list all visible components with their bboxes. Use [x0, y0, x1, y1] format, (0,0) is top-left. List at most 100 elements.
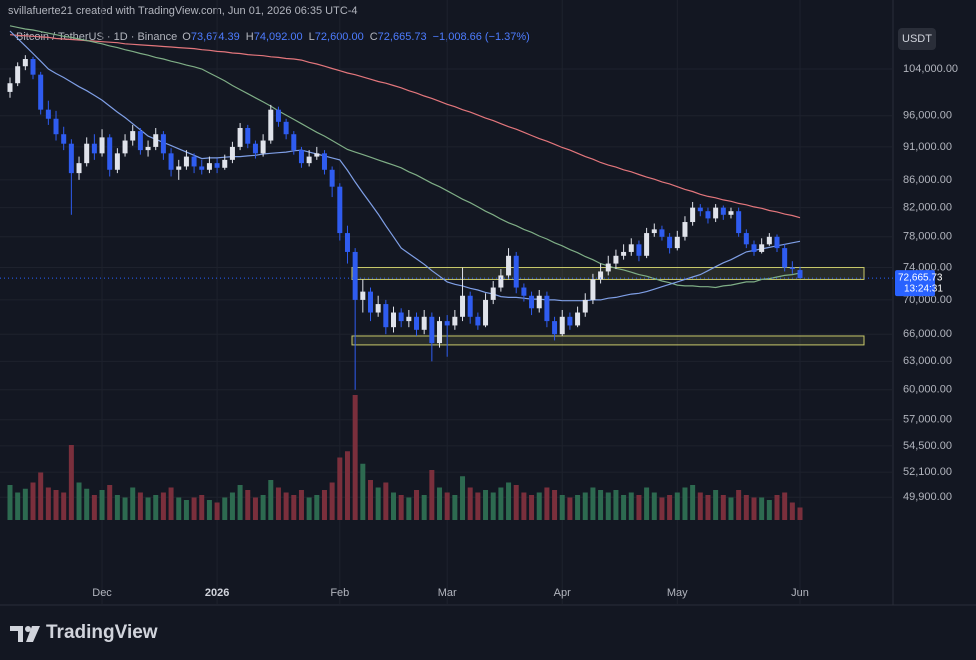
candle-body: [38, 74, 44, 110]
change: −1,008.66 (−1.37%): [432, 31, 530, 43]
x-tick-label: Feb: [330, 587, 349, 599]
y-tick-label: 52,100.00: [903, 466, 952, 478]
moving-average: [9, 34, 801, 219]
volume-bar: [398, 495, 404, 520]
candle-body: [521, 287, 527, 296]
volume-bar: [605, 492, 611, 520]
volume-bar: [552, 490, 558, 520]
volume-bar: [291, 495, 297, 520]
candle-body: [160, 134, 166, 154]
volume-bar: [352, 395, 358, 520]
volume-bar: [421, 495, 427, 520]
volume-bar: [529, 495, 535, 520]
currency-badge[interactable]: USDT: [898, 28, 936, 50]
volume-bar: [736, 490, 742, 520]
ohlc-value: 74,092.00: [253, 31, 303, 43]
volume-bar: [15, 492, 21, 520]
candle-body: [406, 316, 412, 322]
candle-body: [61, 134, 67, 144]
candle-body: [728, 211, 734, 215]
candle-body: [367, 291, 373, 313]
candle-body: [613, 255, 619, 264]
volume-bar: [774, 495, 780, 520]
y-tick-label: 78,000.00: [903, 231, 952, 243]
candle-body: [291, 134, 297, 151]
volume-bar: [329, 482, 335, 520]
volume-bar: [68, 445, 74, 520]
candle-body: [743, 233, 749, 245]
candle-body: [15, 66, 21, 84]
candle-body: [283, 121, 289, 135]
y-tick-label: 91,000.00: [903, 141, 952, 153]
brand-logo: [10, 626, 40, 642]
candle-body: [30, 59, 36, 75]
candle-body: [22, 59, 28, 67]
volume-bar: [7, 485, 13, 520]
candle-body: [45, 109, 51, 119]
candle-body: [168, 153, 174, 170]
x-tick-label: 2026: [205, 587, 229, 599]
volume-bar: [122, 497, 128, 520]
volume-bar: [214, 502, 220, 520]
candle-body: [759, 244, 765, 252]
candle-body: [628, 244, 634, 252]
volume-bar: [544, 487, 550, 520]
candle-body: [690, 207, 696, 223]
volume-bar: [344, 451, 350, 520]
volume-bar: [575, 495, 581, 520]
candle-body: [53, 118, 59, 135]
volume-bar: [360, 463, 366, 520]
volume-bar: [697, 492, 703, 520]
volume-bar: [414, 490, 420, 520]
candle-body: [736, 211, 742, 234]
volume-bar: [682, 487, 688, 520]
volume-bar: [176, 497, 182, 520]
candle-body: [506, 255, 512, 276]
volume-bar: [797, 507, 803, 520]
candle-body: [145, 146, 151, 151]
candle-body: [452, 316, 458, 326]
candle-body: [421, 316, 427, 330]
volume-bar: [160, 492, 166, 520]
candle-body: [598, 271, 604, 280]
candle-body: [751, 244, 757, 252]
candle-body: [68, 143, 74, 174]
volume-bar: [268, 480, 274, 520]
candle-body: [636, 244, 642, 256]
y-tick-label: 104,000.00: [903, 63, 958, 75]
volume-bar: [621, 495, 627, 520]
volume-bar: [367, 480, 373, 520]
candle-body: [329, 169, 335, 187]
candle-body: [575, 312, 581, 326]
y-tick-label: 96,000.00: [903, 110, 952, 122]
candle-body: [237, 127, 243, 147]
symbol: Bitcoin / TetherUS · 1D · Binance: [16, 31, 178, 43]
volume-bar: [582, 492, 588, 520]
candle-body: [789, 267, 795, 270]
candle-body: [544, 295, 550, 322]
volume-bar: [759, 497, 765, 520]
volume-bar: [99, 490, 105, 520]
moving-average: [9, 25, 801, 289]
volume-bar: [84, 488, 90, 520]
candle-body: [460, 295, 466, 317]
legend: Bitcoin / TetherUS · 1D · Binance O73,67…: [16, 31, 536, 43]
volume-bar: [137, 492, 143, 520]
volume-bar: [460, 476, 466, 520]
volume-bar: [61, 492, 67, 520]
candle-body: [199, 166, 205, 170]
last-price-badge: [895, 270, 935, 297]
ohlc-value: 72,600.00: [314, 31, 364, 43]
candle-body: [536, 295, 542, 309]
candle-body: [621, 251, 627, 256]
candle-body: [766, 236, 772, 245]
candle-body: [222, 159, 228, 168]
volume-bar: [720, 495, 726, 520]
candle-body: [122, 140, 128, 154]
ohlc-key: O: [182, 31, 191, 43]
candle-body: [659, 229, 665, 237]
candle-body: [245, 127, 251, 144]
volume-bar: [298, 490, 304, 520]
volume-bar: [598, 490, 604, 520]
